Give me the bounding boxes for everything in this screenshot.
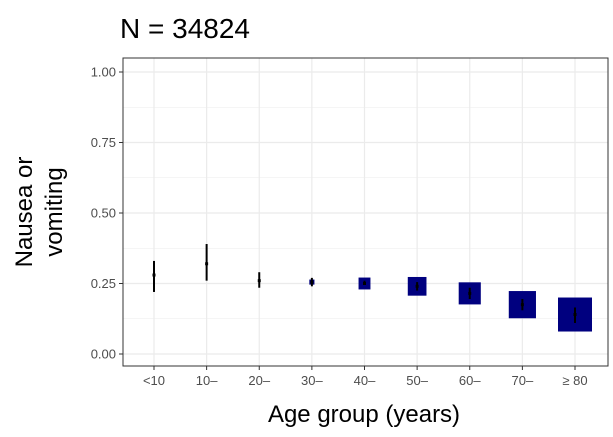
plot-panel xyxy=(122,57,609,367)
point-estimate xyxy=(363,282,366,285)
chart-title: N = 34824 xyxy=(120,13,250,44)
point-estimate xyxy=(468,291,472,295)
y-tick-label: 0.50 xyxy=(91,206,116,221)
y-axis-label-line-1: Nausea or xyxy=(11,157,38,268)
x-tick-label: ≥ 80 xyxy=(562,373,587,388)
point-estimate xyxy=(520,303,524,307)
axes: 0.00 0.25 0.50 0.75 1.00 <10 10– 20– 30– 40– 50– 60… xyxy=(91,57,609,388)
point-estimate xyxy=(573,313,577,317)
point-estimate xyxy=(415,284,419,288)
x-tick-label: 40– xyxy=(354,373,376,388)
grid-minor xyxy=(123,106,608,320)
y-tick-label: 0.00 xyxy=(91,347,116,362)
x-axis-label: Age group (years) xyxy=(268,401,460,428)
point-estimate xyxy=(310,280,314,284)
y-tick-label: 0.25 xyxy=(91,276,116,291)
x-tick-label: 20– xyxy=(248,373,270,388)
x-tick-label: 50– xyxy=(406,373,428,388)
point-estimate xyxy=(257,279,261,283)
x-tick-label: 60– xyxy=(459,373,481,388)
y-tick-label: 0.75 xyxy=(91,135,116,150)
y-tick-label: 1.00 xyxy=(91,65,116,80)
point-estimate xyxy=(205,262,209,266)
x-tick-label: 70– xyxy=(512,373,534,388)
data-marks xyxy=(152,244,592,332)
x-tick-label: 10– xyxy=(196,373,218,388)
y-axis-label-line-2: vomiting xyxy=(41,167,68,256)
panel-border xyxy=(122,57,609,367)
x-tick-label: <10 xyxy=(143,373,165,388)
x-tick-label: 30– xyxy=(301,373,323,388)
point-estimate xyxy=(152,273,156,277)
